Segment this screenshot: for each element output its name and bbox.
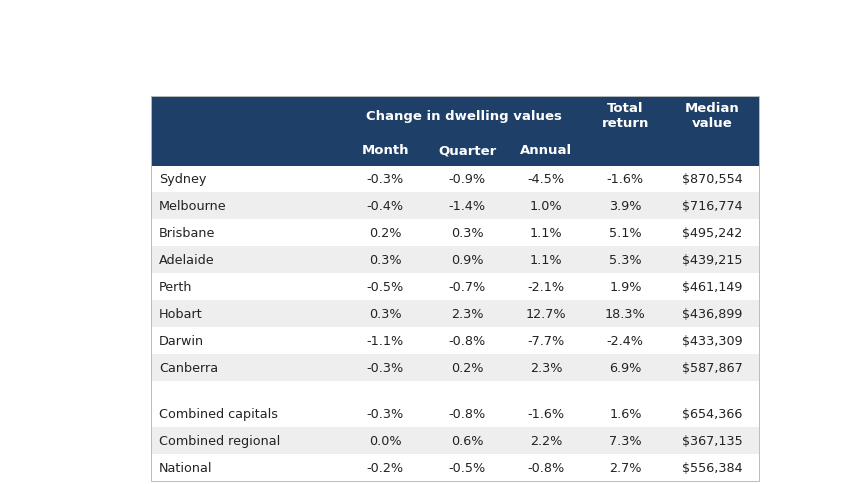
Text: Total
return: Total return [601,102,648,130]
Text: -0.3%: -0.3% [366,173,404,186]
Bar [151,454,759,481]
Text: 3.9%: 3.9% [609,200,641,213]
Text: 0.0%: 0.0% [369,434,401,447]
Bar [151,220,759,247]
Text: Brisbane: Brisbane [159,227,215,240]
Text: -0.4%: -0.4% [366,200,403,213]
Text: -0.8%: -0.8% [448,334,486,347]
Bar [151,166,759,193]
Text: 6.9%: 6.9% [609,361,641,374]
Text: $461,149: $461,149 [681,280,741,293]
Text: Melbourne: Melbourne [159,200,226,213]
Text: -2.1%: -2.1% [527,280,564,293]
Text: Median
value: Median value [684,102,739,130]
Text: -1.6%: -1.6% [527,407,564,420]
Bar [151,400,759,427]
Text: -2.4%: -2.4% [606,334,643,347]
Text: 0.6%: 0.6% [450,434,483,447]
Text: 18.3%: 18.3% [604,307,645,320]
Text: 0.3%: 0.3% [369,307,401,320]
Text: -0.8%: -0.8% [448,407,486,420]
Text: -0.2%: -0.2% [366,461,403,474]
Text: 1.1%: 1.1% [530,227,562,240]
Text: $587,867: $587,867 [681,361,741,374]
Text: -0.3%: -0.3% [366,361,404,374]
Text: $495,242: $495,242 [681,227,741,240]
Text: 5.1%: 5.1% [609,227,641,240]
Bar [151,327,759,354]
Bar [151,300,759,327]
Text: $654,366: $654,366 [681,407,741,420]
Text: 7.3%: 7.3% [609,434,641,447]
Text: Combined regional: Combined regional [159,434,280,447]
Bar [151,354,759,381]
Text: Quarter: Quarter [437,144,496,157]
Text: 0.9%: 0.9% [450,254,483,267]
Bar [151,381,759,400]
Text: -0.9%: -0.9% [449,173,486,186]
Text: 0.2%: 0.2% [450,361,483,374]
Bar [151,135,759,166]
Text: Darwin: Darwin [159,334,204,347]
Text: National: National [159,461,213,474]
Text: 2.7%: 2.7% [609,461,641,474]
Text: -0.5%: -0.5% [448,461,486,474]
Text: Annual: Annual [520,144,572,157]
Text: Hobart: Hobart [159,307,202,320]
Text: 1.9%: 1.9% [609,280,641,293]
Text: $367,135: $367,135 [681,434,741,447]
Text: -0.3%: -0.3% [366,407,404,420]
Text: $436,899: $436,899 [681,307,741,320]
Text: $556,384: $556,384 [681,461,741,474]
Text: 2.2%: 2.2% [530,434,562,447]
Bar [151,273,759,300]
Text: -0.5%: -0.5% [366,280,404,293]
Text: Adelaide: Adelaide [159,254,214,267]
Text: 0.2%: 0.2% [369,227,401,240]
Text: 1.0%: 1.0% [530,200,562,213]
Text: 1.1%: 1.1% [530,254,562,267]
Text: Sydney: Sydney [159,173,207,186]
Text: Month: Month [361,144,408,157]
Bar [151,247,759,273]
Text: 1.6%: 1.6% [609,407,641,420]
Text: $433,309: $433,309 [681,334,741,347]
Bar [151,97,759,135]
Text: Perth: Perth [159,280,193,293]
Text: -0.7%: -0.7% [448,280,486,293]
Text: 2.3%: 2.3% [530,361,562,374]
Text: Change in dwelling values: Change in dwelling values [366,109,561,122]
Text: -1.4%: -1.4% [449,200,486,213]
Text: Canberra: Canberra [159,361,218,374]
Text: $870,554: $870,554 [681,173,741,186]
Text: -1.6%: -1.6% [606,173,643,186]
Text: 0.3%: 0.3% [369,254,401,267]
Text: $716,774: $716,774 [681,200,741,213]
Text: -1.1%: -1.1% [366,334,404,347]
Bar [151,193,759,220]
Text: $439,215: $439,215 [681,254,741,267]
Text: Combined capitals: Combined capitals [159,407,278,420]
Text: 5.3%: 5.3% [609,254,641,267]
Bar [151,427,759,454]
Text: 0.3%: 0.3% [450,227,483,240]
Text: 2.3%: 2.3% [450,307,483,320]
Text: -4.5%: -4.5% [527,173,564,186]
Text: -0.8%: -0.8% [527,461,564,474]
Text: 12.7%: 12.7% [525,307,566,320]
Text: -7.7%: -7.7% [527,334,564,347]
